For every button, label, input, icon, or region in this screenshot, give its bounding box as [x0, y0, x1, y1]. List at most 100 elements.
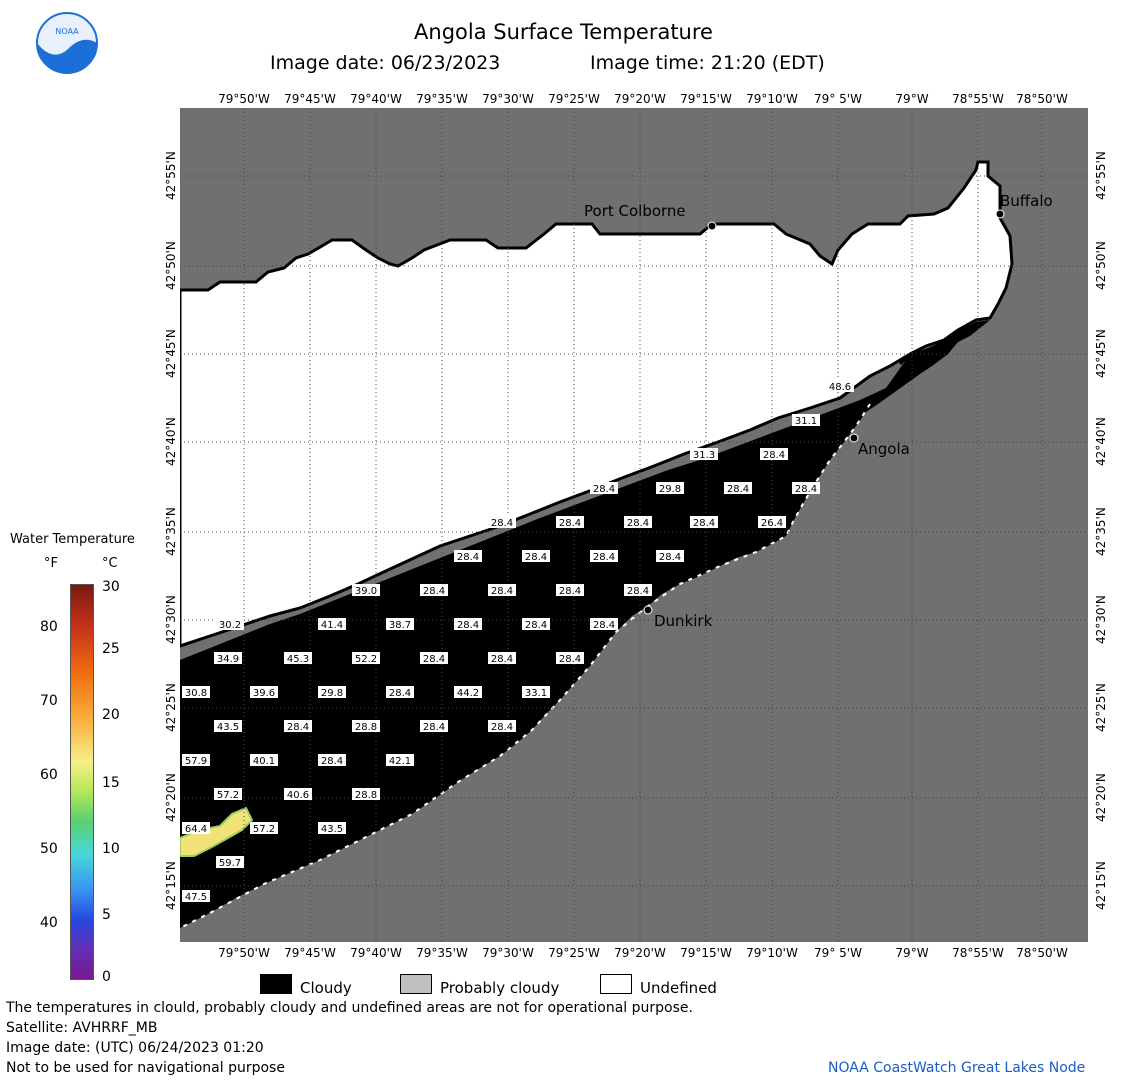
temperature-label-bg [488, 720, 516, 732]
lat-label: 42°45'N [1094, 329, 1108, 379]
lat-label: 42°20'N [164, 773, 178, 823]
scale-c-tick: 5 [102, 907, 111, 923]
legend-cloudy-label: Cloudy [300, 979, 352, 997]
lon-label: 79°35'W [416, 946, 468, 960]
temperature-label: 38.7 [389, 620, 411, 631]
lon-label: 79°40'W [350, 92, 402, 106]
temperature-label: 28.4 [627, 518, 649, 529]
temperature-label-bg [318, 822, 346, 834]
temperature-label-bg [556, 516, 584, 528]
scale-c-tick: 10 [102, 841, 120, 857]
temperature-label-bg [386, 686, 414, 698]
temperature-label: 28.4 [491, 722, 513, 733]
temperature-label: 31.1 [795, 416, 817, 427]
scale-c-tick: 25 [102, 641, 120, 657]
place-label: Dunkirk [654, 612, 713, 630]
temperature-label: 41.4 [321, 620, 343, 631]
temperature-label-bg [182, 822, 210, 834]
temperature-label-bg [250, 754, 278, 766]
temperature-label-bg [690, 516, 718, 528]
temperature-label-bg [522, 618, 550, 630]
footer-credit: NOAA CoastWatch Great Lakes Node [828, 1060, 1086, 1076]
temperature-label: 28.4 [457, 552, 479, 563]
temperature-label-bg [352, 788, 380, 800]
temperature-label-bg [182, 686, 210, 698]
lon-label: 78°55'W [952, 92, 1004, 106]
temperature-label: 40.6 [287, 790, 309, 801]
warm-patch [180, 806, 254, 857]
footer-satellite: Satellite: AVHRRF_MB [6, 1020, 158, 1036]
temperature-label: 57.2 [253, 824, 275, 835]
temperature-label-bg [656, 550, 684, 562]
temperature-label-bg [590, 550, 618, 562]
temperature-label-bg [250, 822, 278, 834]
scale-c-tick: 30 [102, 579, 120, 595]
temperature-label: 39.6 [253, 688, 275, 699]
image-date: Image date: 06/23/2023 [270, 52, 501, 74]
temperature-label: 28.4 [559, 518, 581, 529]
temperature-label-bg [590, 618, 618, 630]
temperature-label: 28.4 [559, 654, 581, 665]
lat-label: 42°35'N [1094, 507, 1108, 557]
temperature-label-bg [216, 856, 244, 868]
lon-label: 79°45'W [284, 946, 336, 960]
temperature-label-bg [760, 448, 788, 460]
temperature-label: 28.4 [693, 518, 715, 529]
temperature-label: 28.4 [659, 552, 681, 563]
temperature-label: 28.4 [593, 484, 615, 495]
place-markers: Port Colborne Buffalo Angola Dunkirk [584, 192, 1053, 630]
footer-navigation-note: Not to be used for navigational purpose [6, 1060, 285, 1076]
scale-c-tick: 15 [102, 775, 120, 791]
temperature-label: 52.2 [355, 654, 377, 665]
scale-f-tick: 80 [40, 619, 58, 635]
footer-utc-date: Image date: (UTC) 06/24/2023 01:20 [6, 1040, 264, 1056]
temperature-label-bg [214, 720, 242, 732]
lat-label: 42°45'N [164, 329, 178, 379]
temperature-label: 28.4 [423, 722, 445, 733]
temperature-label-bg [690, 448, 718, 460]
temperature-label: 28.4 [491, 518, 513, 529]
temperature-label: 28.4 [491, 654, 513, 665]
lon-label: 79°50'W [218, 946, 270, 960]
lon-label: 79°50'W [218, 92, 270, 106]
scale-f-tick: 60 [40, 767, 58, 783]
place-label: Port Colborne [584, 202, 686, 220]
lon-label: 79°45'W [284, 92, 336, 106]
temperature-label: 28.4 [491, 586, 513, 597]
legend-probably-cloudy-swatch [400, 974, 432, 994]
temperature-label: 28.4 [389, 688, 411, 699]
temperature-labels: 48.6 31.1 31.3 28.4 28.4 29.8 28.4 28.4 28.4 28.4… [182, 380, 854, 903]
temperature-label: 28.4 [795, 484, 817, 495]
lon-label: 79°25'W [548, 946, 600, 960]
temperature-label: 28.4 [287, 722, 309, 733]
temperature-label: 28.4 [763, 450, 785, 461]
place-dot [643, 605, 653, 615]
lon-label: 78°50'W [1016, 946, 1068, 960]
temperature-label-bg [352, 720, 380, 732]
lon-label: 79°30'W [482, 946, 534, 960]
lon-label: 79°15'W [680, 92, 732, 106]
temperature-label: 59.7 [219, 858, 241, 869]
temperature-label-bg [656, 482, 684, 494]
scale-unit-f: °F [44, 556, 58, 571]
lat-label: 42°15'N [164, 861, 178, 911]
legend-cloudy-swatch [260, 974, 292, 994]
lat-label: 42°30'N [164, 595, 178, 645]
temperature-label: 28.8 [355, 722, 377, 733]
south-coastline [180, 403, 871, 929]
temperature-label: 28.4 [525, 620, 547, 631]
lon-label: 79°15'W [680, 946, 732, 960]
temperature-label: 57.2 [217, 790, 239, 801]
lon-label: 79°35'W [416, 92, 468, 106]
lat-label: 42°40'N [1094, 417, 1108, 467]
temperature-label-bg [624, 584, 652, 596]
lat-label: 42°20'N [1094, 773, 1108, 823]
lat-label: 42°40'N [164, 417, 178, 467]
place-dot [849, 433, 859, 443]
lon-label: 79°20'W [614, 92, 666, 106]
temperature-label: 29.8 [321, 688, 343, 699]
cloudy-water [180, 320, 990, 928]
temperature-label: 34.9 [217, 654, 239, 665]
lon-label: 79°W [895, 946, 929, 960]
temperature-label: 28.4 [559, 586, 581, 597]
